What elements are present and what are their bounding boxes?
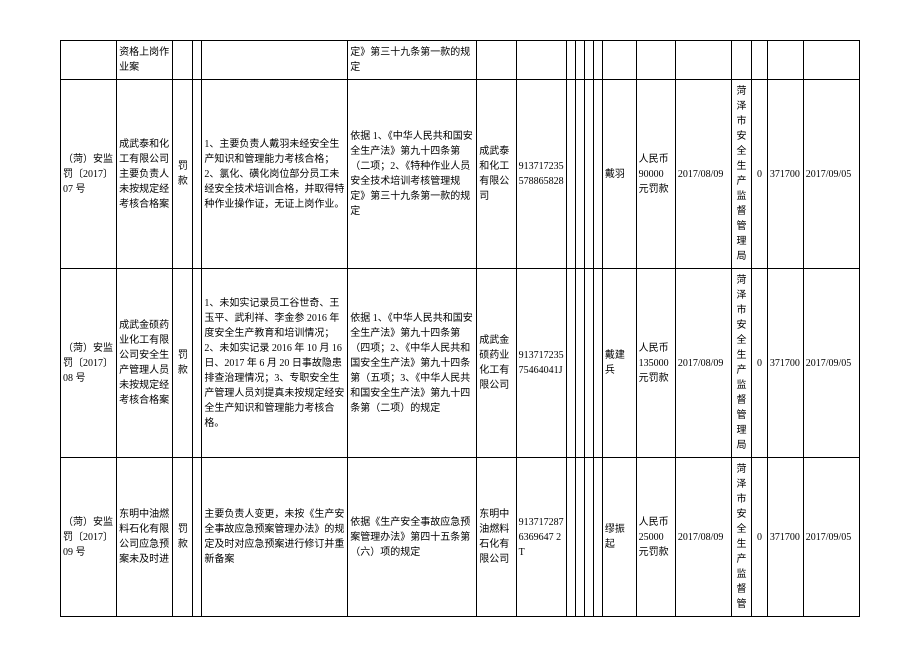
cell: 1、主要负责人戴羽未经安全生产知识和管理能力考核合格；2、氯化、磺化岗位部分员工…: [202, 80, 348, 269]
cell: [593, 269, 602, 458]
cell: [193, 458, 202, 617]
cell: 依据 1、《中华人民共和国安全生产法》第九十四条第（四项；2、《中华人民共和国安…: [348, 269, 477, 458]
cell: [584, 458, 593, 617]
cell: [567, 269, 576, 458]
cell: 依据 1、《中华人民共和国安全生产法》第九十四条第（二项；2、《特种作业人员安全…: [348, 80, 477, 269]
cell: 主要负责人变更，未按《生产安全事故应急预案管理办法》的规定及时对应急预案进行修订…: [202, 458, 348, 617]
cell: 缪振起: [602, 458, 636, 617]
cell: [731, 41, 751, 80]
cell: 东明中油燃料石化有限公司: [477, 458, 516, 617]
cell: 罚款: [173, 80, 193, 269]
cell: 成武金硕药业化工有限公司: [477, 269, 516, 458]
cell: [593, 41, 602, 80]
cell: [636, 41, 675, 80]
cell: （菏）安监罚〔2017〕07 号: [61, 80, 117, 269]
cell: 2017/08/09: [675, 458, 731, 617]
cell: 戴羽: [602, 80, 636, 269]
cell: 成武金硕药业化工有限公司安全生产管理人员未按规定经考核合格案: [117, 269, 173, 458]
cell: [602, 41, 636, 80]
cell: [567, 41, 576, 80]
cell: [576, 458, 585, 617]
cell: [193, 269, 202, 458]
cell: [584, 269, 593, 458]
cell: [767, 41, 803, 80]
cell: 0: [752, 269, 768, 458]
cell: 东明中油燃料石化有限公司应急预案未及时进: [117, 458, 173, 617]
table-row: （菏）安监罚〔2017〕08 号 成武金硕药业化工有限公司安全生产管理人员未按规…: [61, 269, 860, 458]
cell: [576, 269, 585, 458]
cell: [477, 41, 516, 80]
cell: 人民币135000元罚款: [636, 269, 675, 458]
cell: 2017/09/05: [803, 458, 859, 617]
cell: [193, 80, 202, 269]
cell: 91371723575464041J: [516, 269, 566, 458]
cell: [593, 458, 602, 617]
table-row: 资格上岗作业案 定》第三十九条第一款的规定: [61, 41, 860, 80]
table-row: （菏）安监罚〔2017〕09 号 东明中油燃料石化有限公司应急预案未及时进 罚款…: [61, 458, 860, 617]
cell: [593, 80, 602, 269]
cell: 罚款: [173, 269, 193, 458]
cell: [193, 41, 202, 80]
cell: [202, 41, 348, 80]
cell: [576, 80, 585, 269]
cell: 人民币25000元罚款: [636, 458, 675, 617]
cell: 1、未如实记录员工谷世奇、王玉平、武利祥、李金参 2016 年度安全生产教育和培…: [202, 269, 348, 458]
cell: [567, 80, 576, 269]
cell: [752, 41, 768, 80]
cell: 成武泰和化工有限公司主要负责人未按规定经考核合格案: [117, 80, 173, 269]
cell: 913717235578865828: [516, 80, 566, 269]
cell: [516, 41, 566, 80]
cell: [61, 41, 117, 80]
cell: 菏泽市安全生产监督管理局: [731, 80, 751, 269]
cell: 成武泰和化工有限公司: [477, 80, 516, 269]
cell: 人民币90000元罚款: [636, 80, 675, 269]
cell: 定》第三十九条第一款的规定: [348, 41, 477, 80]
cell: 9137172876369647 2T: [516, 458, 566, 617]
cell: （菏）安监罚〔2017〕08 号: [61, 269, 117, 458]
cell: 0: [752, 80, 768, 269]
cell: 371700: [767, 269, 803, 458]
cell: 2017/08/09: [675, 269, 731, 458]
cell: [576, 41, 585, 80]
cell: [584, 80, 593, 269]
cell: [173, 41, 193, 80]
penalty-table: 资格上岗作业案 定》第三十九条第一款的规定 （菏）安监罚〔2017〕07 号 成…: [60, 40, 860, 617]
cell: 371700: [767, 80, 803, 269]
cell: 菏泽市安全生产监督管理局: [731, 269, 751, 458]
cell: [584, 41, 593, 80]
cell: （菏）安监罚〔2017〕09 号: [61, 458, 117, 617]
cell: 资格上岗作业案: [117, 41, 173, 80]
cell: 0: [752, 458, 768, 617]
cell: 罚款: [173, 458, 193, 617]
cell: [675, 41, 731, 80]
cell: 2017/09/05: [803, 80, 859, 269]
cell: 依据《生产安全事故应急预案管理办法》第四十五条第（六）项的规定: [348, 458, 477, 617]
cell: 菏泽市安全生产监督管: [731, 458, 751, 617]
cell: 2017/08/09: [675, 80, 731, 269]
cell: 2017/09/05: [803, 269, 859, 458]
cell: 371700: [767, 458, 803, 617]
cell: 戴建兵: [602, 269, 636, 458]
cell: [567, 458, 576, 617]
cell: [803, 41, 859, 80]
table-row: （菏）安监罚〔2017〕07 号 成武泰和化工有限公司主要负责人未按规定经考核合…: [61, 80, 860, 269]
